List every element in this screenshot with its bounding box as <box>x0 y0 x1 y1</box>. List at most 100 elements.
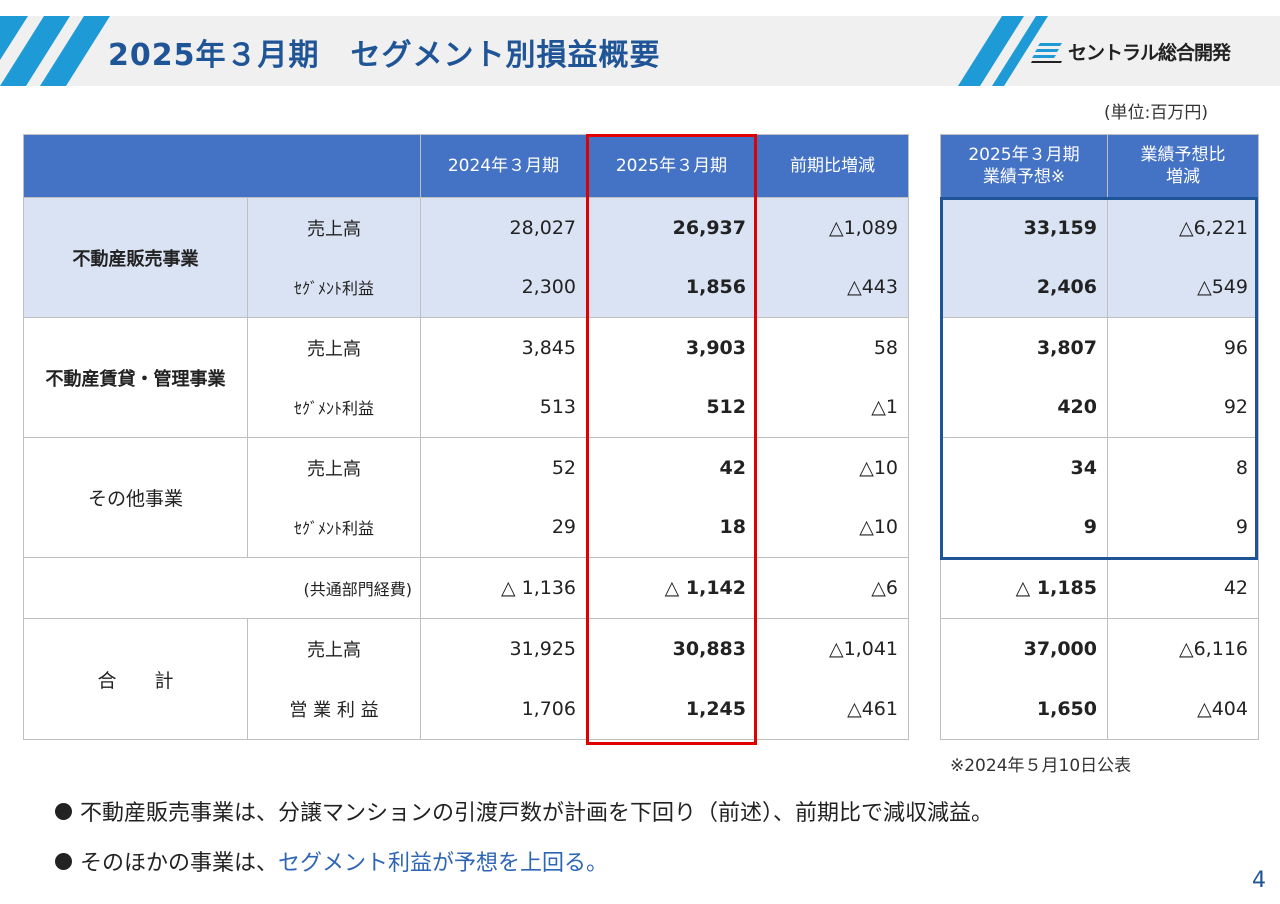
row-item: ｾｸﾞﾒﾝﾄ利益 <box>247 377 421 438</box>
value-yoy: 58 <box>756 317 909 378</box>
value-fy2024: 28,027 <box>420 197 587 258</box>
bullet-dot-icon <box>55 802 72 820</box>
value-fy2024: 29 <box>420 497 587 558</box>
row-item: (共通部門経費) <box>23 557 421 619</box>
segment-name: その他事業 <box>23 437 248 558</box>
bullet-dot-icon <box>55 852 72 870</box>
header-stripe-left <box>0 16 110 86</box>
value-yoy: △1 <box>756 377 909 438</box>
table-row: 9 9 <box>940 497 1259 558</box>
table-row: ｾｸﾞﾒﾝﾄ利益 513 512 △1 <box>24 377 909 438</box>
header-forecast: 2025年３月期 業績予想※ <box>940 134 1108 198</box>
value-forecast-diff: 96 <box>1107 317 1259 378</box>
company-logo: セントラル総合開発 <box>1030 38 1231 65</box>
row-item: 営 業 利 益 <box>247 679 421 740</box>
header-band <box>0 16 1280 86</box>
value-fy2024: 52 <box>420 437 587 498</box>
table-row: ｾｸﾞﾒﾝﾄ利益 29 18 △10 <box>24 497 909 558</box>
header-diff-line1: 業績予想比 <box>1140 145 1226 165</box>
value-yoy: △1,041 <box>756 618 909 680</box>
bullet-text: 不動産販売事業は、分譲マンションの引渡戸数が計画を下回り（前述）、前期比で減収減… <box>80 801 994 826</box>
table-row: ｾｸﾞﾒﾝﾄ利益 2,300 1,856 △443 <box>24 257 909 318</box>
table-row: 2,406 △549 <box>940 257 1259 318</box>
table-row: 3,807 96 <box>940 317 1259 378</box>
value-fy2025: 1,856 <box>586 257 757 318</box>
table-row: 合 計 売上高 31,925 30,883 △1,041 <box>23 618 909 740</box>
value-fy2025: 3,903 <box>586 317 757 378</box>
value-forecast-diff: 92 <box>1107 377 1259 438</box>
table-row: 不動産賃貸・管理事業 売上高 3,845 3,903 58 <box>23 317 909 438</box>
header-forecast-line2: 業績予想※ <box>982 167 1066 187</box>
value-yoy: △6 <box>756 557 909 619</box>
bullet-highlight-text: セグメント利益が予想を上回る。 <box>278 851 609 876</box>
value-fy2025: △ 1,142 <box>586 557 757 619</box>
header-forecast-diff: 業績予想比 増減 <box>1107 134 1259 198</box>
value-forecast: 2,406 <box>940 257 1108 318</box>
unit-label: (単位:百万円) <box>1104 103 1208 123</box>
bullet-point: そのほかの事業は、 セグメント利益が予想を上回る。 <box>55 845 608 877</box>
value-forecast-diff: △404 <box>1107 679 1259 740</box>
table-row: 33,159 △6,221 <box>940 197 1259 258</box>
value-yoy: △461 <box>756 679 909 740</box>
value-yoy: △10 <box>756 497 909 558</box>
header-stripe-right <box>958 16 1048 86</box>
value-forecast: 37,000 <box>940 618 1108 680</box>
value-fy2024: △ 1,136 <box>420 557 587 619</box>
value-forecast: △ 1,185 <box>940 557 1108 619</box>
value-fy2024: 513 <box>420 377 587 438</box>
value-yoy: △443 <box>756 257 909 318</box>
value-forecast-diff: △549 <box>1107 257 1259 318</box>
table-row: 1,650 △404 <box>940 679 1259 740</box>
page-title: 2025年３月期 セグメント別損益概要 <box>108 38 661 73</box>
value-fy2025: 26,937 <box>586 197 757 258</box>
page-number: 4 <box>1252 868 1266 893</box>
value-forecast: 3,807 <box>940 317 1108 378</box>
header-forecast-line1: 2025年３月期 <box>968 145 1080 165</box>
bullet-point: 不動産販売事業は、分譲マンションの引渡戸数が計画を下回り（前述）、前期比で減収減… <box>55 795 993 827</box>
value-forecast: 420 <box>940 377 1108 438</box>
table-row: その他事業 売上高 52 42 △10 <box>23 437 909 558</box>
value-fy2025: 42 <box>586 437 757 498</box>
value-forecast-diff: 9 <box>1107 497 1259 558</box>
value-fy2024: 31,925 <box>420 618 587 680</box>
table-row: 不動産販売事業 売上高 28,027 26,937 △1,089 <box>23 197 909 318</box>
value-fy2024: 2,300 <box>420 257 587 318</box>
header-fy2024: 2024年３月期 <box>420 134 587 198</box>
segment-results-table: 2024年３月期 2025年３月期 前期比増減 不動産販売事業 売上高 28,0… <box>23 134 909 740</box>
value-forecast-diff: △6,221 <box>1107 197 1259 258</box>
value-forecast: 34 <box>940 437 1108 498</box>
header-blank <box>23 134 421 198</box>
row-item: 売上高 <box>247 437 421 498</box>
header-fy2025: 2025年３月期 <box>586 134 757 198</box>
header-yoy: 前期比増減 <box>756 134 909 198</box>
table-row: 420 92 <box>940 377 1259 438</box>
value-fy2025: 1,245 <box>586 679 757 740</box>
segment-name: 合 計 <box>23 618 248 740</box>
value-forecast-diff: 42 <box>1107 557 1259 619</box>
logo-mark-icon <box>1031 42 1062 63</box>
value-fy2024: 3,845 <box>420 317 587 378</box>
segment-name: 不動産販売事業 <box>23 197 248 318</box>
logo-text: セントラル総合開発 <box>1068 42 1231 64</box>
row-item: 売上高 <box>247 197 421 258</box>
bullet-text: そのほかの事業は、 <box>80 851 279 876</box>
value-yoy: △1,089 <box>756 197 909 258</box>
row-item: ｾｸﾞﾒﾝﾄ利益 <box>247 257 421 318</box>
table-row: △ 1,185 42 <box>940 557 1259 619</box>
row-item: 売上高 <box>247 618 421 680</box>
table-row: (共通部門経費) △ 1,136 △ 1,142 △6 <box>23 557 909 619</box>
value-fy2024: 1,706 <box>420 679 587 740</box>
table-row: 営 業 利 益 1,706 1,245 △461 <box>24 679 909 740</box>
value-fy2025: 18 <box>586 497 757 558</box>
row-item: ｾｸﾞﾒﾝﾄ利益 <box>247 497 421 558</box>
value-forecast-diff: △6,116 <box>1107 618 1259 680</box>
value-yoy: △10 <box>756 437 909 498</box>
table-row: 37,000 △6,116 <box>940 618 1259 680</box>
forecast-footnote: ※2024年５月10日公表 <box>950 756 1132 776</box>
value-forecast-diff: 8 <box>1107 437 1259 498</box>
row-item: 売上高 <box>247 317 421 378</box>
value-fy2025: 30,883 <box>586 618 757 680</box>
table-row: 34 8 <box>940 437 1259 498</box>
value-forecast: 33,159 <box>940 197 1108 258</box>
value-forecast: 1,650 <box>940 679 1108 740</box>
